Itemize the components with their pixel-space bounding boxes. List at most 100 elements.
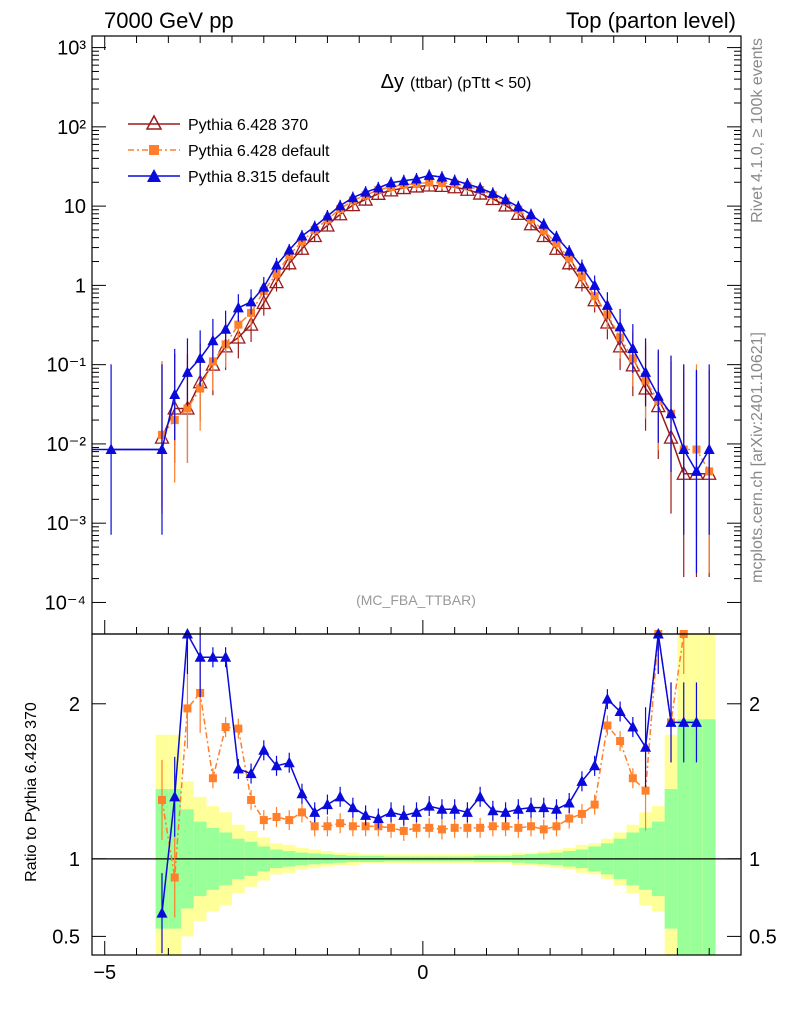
ratio-point xyxy=(450,823,459,832)
ratio-point xyxy=(603,721,612,730)
ratio-point xyxy=(690,716,702,727)
ratio-point xyxy=(628,774,637,783)
ratio-point xyxy=(170,873,179,882)
data-point xyxy=(243,316,259,331)
ratio-point xyxy=(283,756,295,768)
data-point xyxy=(245,295,257,307)
ratio-point xyxy=(234,724,243,733)
ratio-point xyxy=(552,822,561,831)
data-point xyxy=(652,390,664,401)
data-point xyxy=(281,254,297,270)
ratio-point xyxy=(514,823,523,832)
data-point xyxy=(385,176,397,188)
ratio-point xyxy=(487,804,499,816)
data-point xyxy=(500,193,512,205)
ratio-point xyxy=(183,704,192,713)
ratio-point xyxy=(398,809,410,820)
ratio-point xyxy=(576,775,588,786)
ratio-point xyxy=(245,767,257,779)
y-tick-label: 10⁻² xyxy=(47,434,87,456)
ratio-point xyxy=(296,787,308,799)
legend-marker-triangle-icon xyxy=(147,169,161,182)
ratio-point xyxy=(247,795,256,804)
ratio-point xyxy=(565,814,574,823)
ratio-point xyxy=(297,808,306,817)
y-tick-label: 10⁻³ xyxy=(47,513,87,535)
chart-title-detail: (ttbar) (pTtt < 50) xyxy=(410,75,531,92)
axes-layer: 10⁻⁴ 10⁻³ 10⁻² 10⁻¹ 1 10 10² 10³ 0.5 0.5 1 1 2 2 −5 0 xyxy=(45,35,777,984)
ratio-point xyxy=(347,801,359,813)
data-point xyxy=(321,210,333,221)
ratio-point xyxy=(589,759,601,771)
chart-title: Δy xyxy=(381,71,404,93)
ratio-point xyxy=(309,806,321,817)
data-point xyxy=(230,329,246,344)
rivet-label: Rivet 4.1.0, ≥ 100k events xyxy=(749,38,766,223)
ratio-point xyxy=(437,825,446,834)
ratio-point xyxy=(310,822,319,831)
ratio-point xyxy=(501,822,510,831)
ratio-y-tick-label: 1 xyxy=(69,849,80,871)
data-point xyxy=(552,239,561,248)
ratio-point xyxy=(665,716,677,727)
data-point xyxy=(512,200,524,212)
main-series-layer xyxy=(92,169,717,577)
data-point xyxy=(565,254,574,263)
ratio-point xyxy=(436,803,448,814)
data-point xyxy=(194,352,206,363)
data-point xyxy=(256,294,272,310)
legend-entry-pythia6-370: Pythia 6.428 370 xyxy=(128,114,308,134)
ratio-point xyxy=(539,825,548,834)
band-inner xyxy=(702,719,716,955)
data-point xyxy=(538,218,550,229)
data-point xyxy=(372,181,384,193)
ratio-point xyxy=(321,798,333,810)
ratio-point xyxy=(616,737,625,745)
ratio-point xyxy=(220,651,232,662)
data-point xyxy=(576,261,588,272)
ratio-ylabel: Ratio to Pythia 6.428 370 xyxy=(23,702,40,882)
data-point xyxy=(690,465,702,476)
data-point xyxy=(550,230,562,242)
data-point xyxy=(234,320,243,329)
data-point xyxy=(319,217,335,232)
ratio-point xyxy=(285,816,294,825)
data-point xyxy=(272,269,281,278)
data-point xyxy=(627,342,639,353)
ratio-point xyxy=(614,705,626,717)
legend-marker-square-icon xyxy=(149,145,159,155)
ratio-frame xyxy=(91,633,742,956)
data-point xyxy=(590,292,599,301)
legend-entry-pythia8-default: Pythia 8.315 default xyxy=(128,169,330,186)
ratio-point xyxy=(678,716,690,727)
y-tick-label: 10 xyxy=(64,196,86,218)
ratio-point xyxy=(463,823,472,832)
band-inner xyxy=(677,719,691,955)
ratio-point xyxy=(221,723,230,732)
data-point xyxy=(220,323,232,334)
data-point xyxy=(268,273,285,289)
data-point xyxy=(296,229,308,241)
ratio-point xyxy=(538,801,550,813)
legend-marker-open-triangle-icon xyxy=(145,114,163,130)
ratio-point xyxy=(156,907,168,918)
data-point xyxy=(449,174,461,186)
ratio-point xyxy=(550,803,562,814)
ratio-point xyxy=(627,721,639,732)
data-point xyxy=(563,245,575,256)
ratio-y-tick-label-right: 0.5 xyxy=(749,926,777,948)
ratio-point xyxy=(348,822,357,831)
data-point xyxy=(525,208,537,220)
data-point xyxy=(425,178,434,187)
ratio-point xyxy=(563,797,575,808)
ratio-point xyxy=(258,744,270,755)
ratio-point xyxy=(474,790,486,802)
ratio-point xyxy=(399,826,408,835)
ratio-point xyxy=(361,822,370,831)
data-point xyxy=(232,301,244,313)
ratio-point xyxy=(476,823,485,832)
ratio-point xyxy=(488,822,497,831)
ratio-point xyxy=(194,651,206,662)
y-tick-label: 10³ xyxy=(57,38,86,60)
data-point xyxy=(398,174,410,186)
